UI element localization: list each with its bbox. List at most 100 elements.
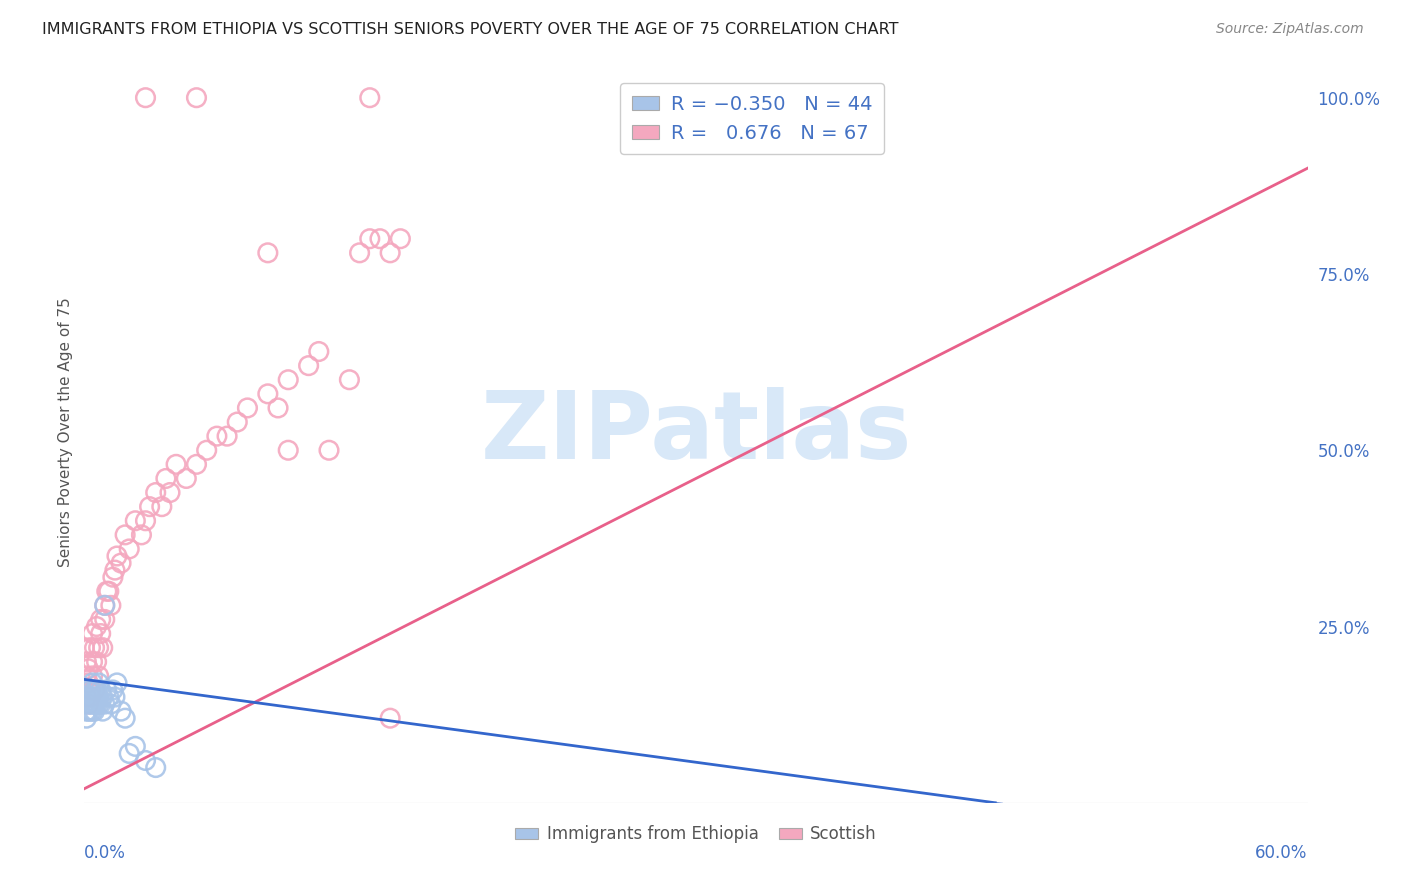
Point xyxy=(79,690,101,704)
Point xyxy=(138,500,160,514)
Point xyxy=(277,443,299,458)
Point xyxy=(308,344,330,359)
Point xyxy=(96,584,118,599)
Point xyxy=(135,514,157,528)
Point xyxy=(83,683,105,698)
Point xyxy=(100,599,122,613)
Legend: Immigrants from Ethiopia, Scottish: Immigrants from Ethiopia, Scottish xyxy=(509,819,883,850)
Point xyxy=(87,690,110,704)
Point xyxy=(100,697,122,711)
Point xyxy=(82,669,104,683)
Point xyxy=(79,697,101,711)
Point xyxy=(87,640,110,655)
Point xyxy=(110,556,132,570)
Point xyxy=(93,697,115,711)
Point xyxy=(104,690,127,704)
Point xyxy=(135,754,157,768)
Point xyxy=(75,711,97,725)
Point xyxy=(77,676,100,690)
Point xyxy=(298,359,321,373)
Point xyxy=(75,704,97,718)
Text: IMMIGRANTS FROM ETHIOPIA VS SCOTTISH SENIORS POVERTY OVER THE AGE OF 75 CORRELAT: IMMIGRANTS FROM ETHIOPIA VS SCOTTISH SEN… xyxy=(42,22,898,37)
Point xyxy=(205,429,228,443)
Point xyxy=(79,704,101,718)
Point xyxy=(118,541,141,556)
Point xyxy=(96,683,118,698)
Point xyxy=(87,697,110,711)
Point xyxy=(257,387,280,401)
Point xyxy=(135,91,157,105)
Point xyxy=(86,683,108,698)
Point xyxy=(79,683,101,698)
Point xyxy=(77,697,100,711)
Point xyxy=(90,697,112,711)
Point xyxy=(368,232,391,246)
Point xyxy=(257,245,280,260)
Point xyxy=(155,471,177,485)
Text: Source: ZipAtlas.com: Source: ZipAtlas.com xyxy=(1216,22,1364,37)
Point xyxy=(93,612,115,626)
Point xyxy=(82,704,104,718)
Point xyxy=(77,690,100,704)
Point xyxy=(82,690,104,704)
Point xyxy=(93,599,115,613)
Point xyxy=(82,697,104,711)
Point xyxy=(82,655,104,669)
Y-axis label: Seniors Poverty Over the Age of 75: Seniors Poverty Over the Age of 75 xyxy=(58,298,73,567)
Point xyxy=(105,549,128,563)
Point xyxy=(77,683,100,698)
Text: ZIPatlas: ZIPatlas xyxy=(481,386,911,479)
Point xyxy=(114,711,136,725)
Point xyxy=(82,676,104,690)
Point xyxy=(79,683,101,698)
Point xyxy=(145,485,167,500)
Point xyxy=(101,570,124,584)
Point xyxy=(359,91,381,105)
Point xyxy=(79,690,101,704)
Point xyxy=(131,528,153,542)
Point xyxy=(124,514,146,528)
Point xyxy=(86,690,108,704)
Point xyxy=(359,232,381,246)
Point xyxy=(75,690,97,704)
Point xyxy=(83,697,105,711)
Point xyxy=(349,245,371,260)
Point xyxy=(83,683,105,698)
Point xyxy=(86,697,108,711)
Point xyxy=(90,612,112,626)
Point xyxy=(91,704,114,718)
Point xyxy=(217,429,239,443)
Point xyxy=(83,640,105,655)
Point xyxy=(83,704,105,718)
Point xyxy=(91,690,114,704)
Point xyxy=(91,640,114,655)
Point xyxy=(97,584,120,599)
Text: 60.0%: 60.0% xyxy=(1256,844,1308,862)
Point xyxy=(195,443,218,458)
Point xyxy=(150,500,173,514)
Point xyxy=(86,619,108,633)
Point xyxy=(277,373,299,387)
Point xyxy=(73,640,96,655)
Point xyxy=(186,458,208,472)
Point xyxy=(82,626,104,640)
Point xyxy=(77,697,100,711)
Point xyxy=(104,563,127,577)
Point xyxy=(97,690,120,704)
Point xyxy=(101,683,124,698)
Point xyxy=(389,232,412,246)
Point xyxy=(75,690,97,704)
Point xyxy=(87,676,110,690)
Point xyxy=(145,760,167,774)
Point xyxy=(267,401,290,415)
Text: 0.0%: 0.0% xyxy=(84,844,127,862)
Point xyxy=(75,655,97,669)
Point xyxy=(318,443,340,458)
Point xyxy=(236,401,259,415)
Point xyxy=(90,626,112,640)
Point xyxy=(226,415,249,429)
Point xyxy=(110,704,132,718)
Point xyxy=(380,711,402,725)
Point xyxy=(174,471,197,485)
Point xyxy=(93,599,115,613)
